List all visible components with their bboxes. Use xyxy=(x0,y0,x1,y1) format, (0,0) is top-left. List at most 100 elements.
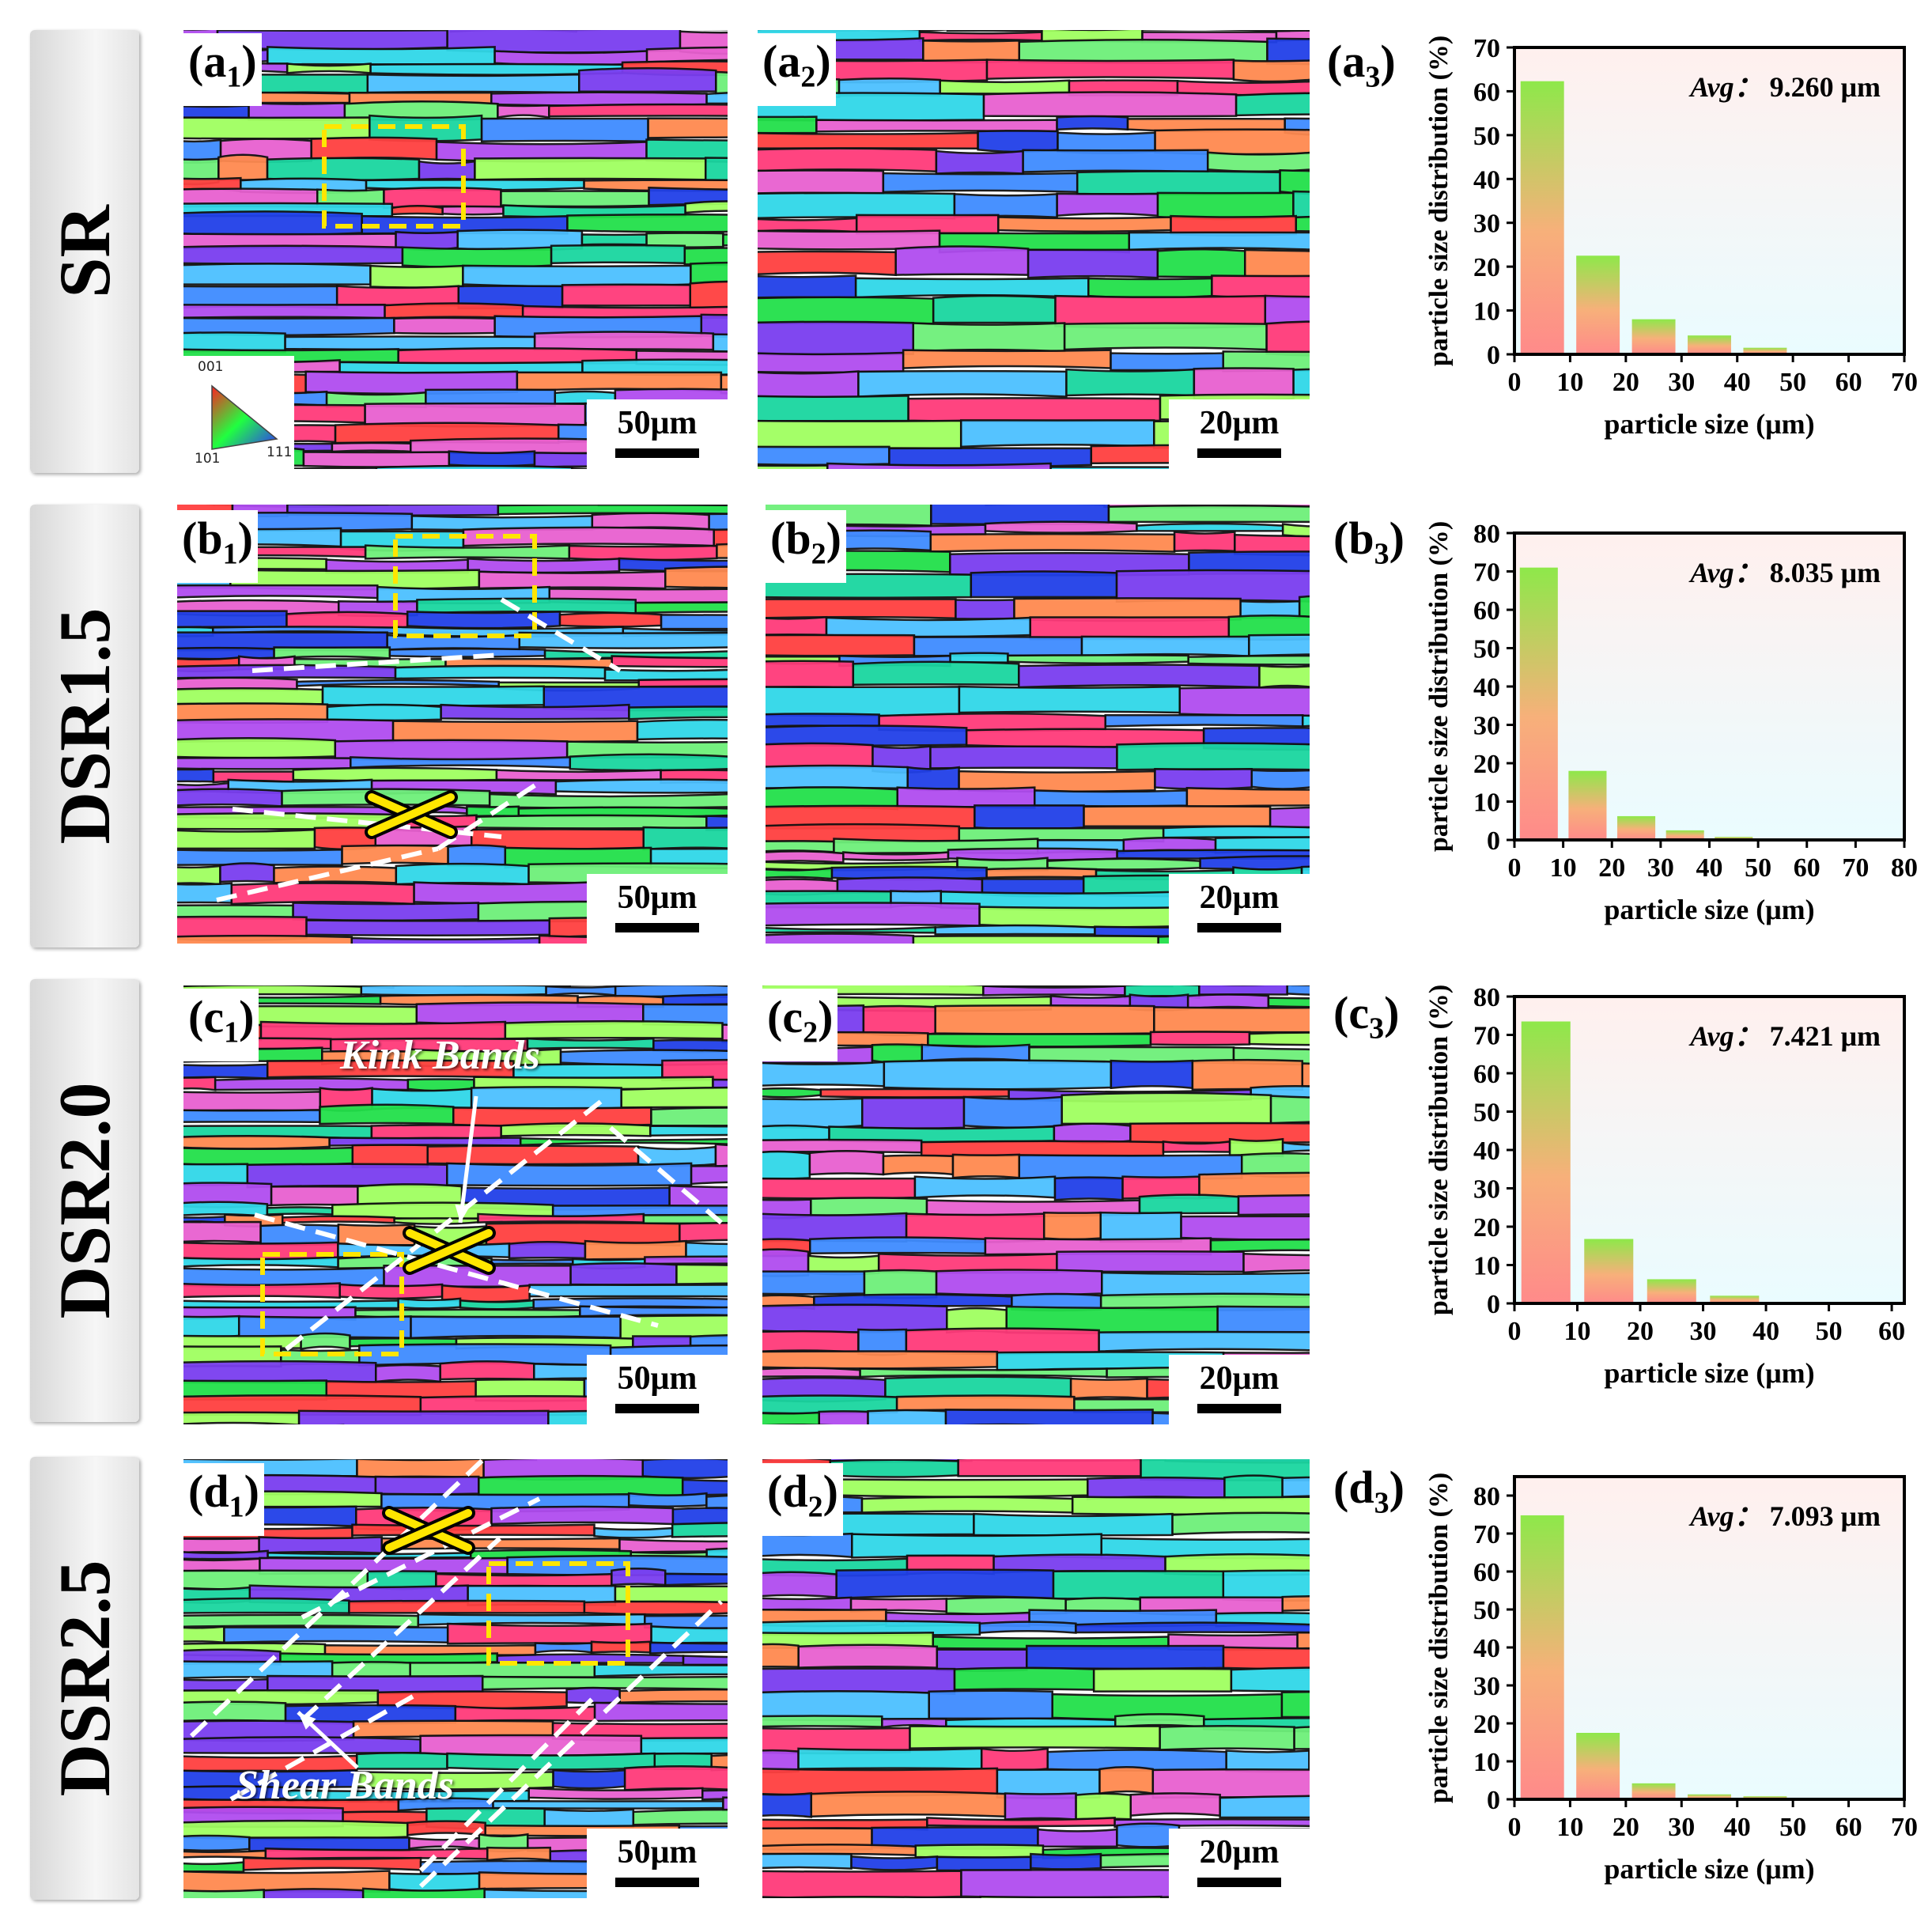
x-tick-label: 40 xyxy=(1724,1813,1751,1842)
panel-label-d3: (d3) xyxy=(1329,1459,1409,1532)
y-tick-label: 40 xyxy=(1473,1137,1500,1166)
scale-bar-c2: 20μm xyxy=(1169,1355,1310,1424)
x-tick-label: 30 xyxy=(1690,1317,1717,1346)
x-tick-label: 50 xyxy=(1779,368,1806,397)
legend-101: 101 xyxy=(195,451,221,467)
panel-label-a3: (a3) xyxy=(1322,33,1401,106)
histogram-bar xyxy=(1688,1794,1731,1799)
size-distribution-chart-dsr2-0: 0 10 20 30 40 50 60 0 10 20 30 40 50 60 70 80 particle s… xyxy=(1416,979,1922,1406)
histogram-bar xyxy=(1743,347,1787,354)
y-tick-label: 40 xyxy=(1473,165,1500,195)
histogram-bar xyxy=(1521,1021,1571,1303)
y-tick-label: 40 xyxy=(1473,673,1500,702)
histogram-bar xyxy=(1631,1783,1676,1799)
y-tick-label: 10 xyxy=(1473,1252,1500,1281)
histogram-bar xyxy=(1576,255,1620,354)
legend-001: 001 xyxy=(198,359,224,375)
average-size-label: Avg： 7.421 μm xyxy=(1688,1020,1881,1052)
y-tick-label: 50 xyxy=(1473,122,1500,151)
x-tick-label: 30 xyxy=(1668,368,1695,397)
histogram-bar xyxy=(1647,1279,1696,1303)
y-tick-label: 50 xyxy=(1473,635,1500,664)
histogram-bar xyxy=(1520,81,1564,355)
x-tick-label: 60 xyxy=(1836,1813,1862,1842)
y-tick-label: 80 xyxy=(1473,983,1500,1012)
panel-label-b1: (b1) xyxy=(177,510,258,583)
panel-label-b3: (b3) xyxy=(1329,510,1409,583)
ebsd-map-dsr2-0 xyxy=(183,985,728,1424)
panel-label-c1: (c1) xyxy=(183,989,259,1061)
y-tick-label: 0 xyxy=(1487,826,1500,856)
x-tick-label: 70 xyxy=(1891,1813,1918,1842)
x-tick-label: 10 xyxy=(1556,1813,1583,1842)
x-tick-label: 20 xyxy=(1598,853,1625,883)
histogram-bar xyxy=(1710,1295,1760,1303)
x-axis-label: particle size (μm) xyxy=(1604,1357,1814,1389)
y-axis-label: particle size distribution (%) xyxy=(1424,985,1454,1315)
ebsd-map-dsr2-5 xyxy=(183,1459,728,1898)
y-tick-label: 10 xyxy=(1473,1748,1500,1777)
average-size-label: Avg： 7.093 μm xyxy=(1688,1500,1881,1532)
y-tick-label: 70 xyxy=(1473,558,1500,588)
x-tick-label: 40 xyxy=(1724,368,1751,397)
scale-bar-d1: 50μm xyxy=(587,1829,728,1898)
histogram-bar xyxy=(1584,1239,1634,1303)
y-tick-label: 0 xyxy=(1487,1290,1500,1319)
size-distribution-chart-dsr2-5: 0 10 20 30 40 50 60 70 0 10 20 30 40 50 60 70 80 particle… xyxy=(1416,1459,1922,1902)
average-size-label: Avg： 9.260 μm xyxy=(1688,71,1881,103)
x-tick-label: 70 xyxy=(1891,368,1918,397)
x-tick-label: 10 xyxy=(1556,368,1583,397)
y-tick-label: 10 xyxy=(1473,789,1500,818)
row-label-dsr2-5: DSR2.5 xyxy=(30,1457,139,1900)
x-tick-label: 20 xyxy=(1613,368,1639,397)
legend-111: 111 xyxy=(267,444,293,460)
x-tick-label: 70 xyxy=(1842,853,1869,883)
y-tick-label: 30 xyxy=(1473,1175,1500,1205)
x-tick-label: 40 xyxy=(1696,853,1723,883)
y-tick-label: 70 xyxy=(1473,1520,1500,1549)
y-axis-label: particle size distribution (%) xyxy=(1424,1473,1454,1803)
size-distribution-chart-sr: 0 10 20 30 40 50 60 70 0 10 20 30 40 50 60 70 particle s… xyxy=(1416,30,1922,457)
panel-label-c3: (c3) xyxy=(1329,985,1405,1057)
y-tick-label: 60 xyxy=(1473,1558,1500,1587)
x-tick-label: 50 xyxy=(1816,1317,1843,1346)
x-tick-label: 80 xyxy=(1891,853,1918,883)
scale-bar-a2: 20μm xyxy=(1169,399,1310,469)
x-tick-label: 10 xyxy=(1550,853,1577,883)
y-tick-label: 10 xyxy=(1473,297,1500,327)
histogram-bar xyxy=(1631,319,1676,354)
histogram-bar xyxy=(1576,1733,1620,1799)
x-tick-label: 0 xyxy=(1508,853,1522,883)
row-label-dsr1-5: DSR1.5 xyxy=(30,505,139,947)
y-axis-label: particle size distribution (%) xyxy=(1424,36,1454,366)
y-tick-label: 0 xyxy=(1487,1786,1500,1815)
y-axis-label: particle size distribution (%) xyxy=(1424,521,1454,852)
y-tick-label: 50 xyxy=(1473,1596,1500,1625)
y-tick-label: 70 xyxy=(1473,1022,1500,1051)
x-tick-label: 0 xyxy=(1508,1813,1522,1842)
y-tick-label: 20 xyxy=(1473,1710,1500,1739)
y-tick-label: 60 xyxy=(1473,78,1500,107)
y-tick-label: 0 xyxy=(1487,341,1500,370)
annotation-shear-bands: Shear Bands xyxy=(236,1763,454,1808)
x-tick-label: 60 xyxy=(1878,1317,1905,1346)
x-tick-label: 30 xyxy=(1647,853,1674,883)
y-tick-label: 30 xyxy=(1473,1672,1500,1701)
y-tick-label: 30 xyxy=(1473,210,1500,239)
panel-label-d2: (d2) xyxy=(762,1463,843,1536)
x-tick-label: 40 xyxy=(1752,1317,1779,1346)
histogram-bar xyxy=(1688,335,1731,354)
ipf-color-legend: 001 101 111 xyxy=(183,356,294,469)
x-tick-label: 10 xyxy=(1564,1317,1591,1346)
scale-bar-b2: 20μm xyxy=(1169,874,1310,944)
panel-label-d1: (d1) xyxy=(183,1463,264,1536)
y-tick-label: 80 xyxy=(1473,1482,1500,1511)
panel-label-b2: (b2) xyxy=(766,510,846,583)
x-tick-label: 60 xyxy=(1794,853,1820,883)
panel-label-c2: (c2) xyxy=(762,989,838,1061)
x-tick-label: 30 xyxy=(1668,1813,1695,1842)
x-axis-label: particle size (μm) xyxy=(1604,1853,1814,1885)
scale-bar-a1: 50μm xyxy=(587,399,728,469)
scale-bar-d2: 20μm xyxy=(1169,1829,1310,1898)
x-tick-label: 50 xyxy=(1779,1813,1806,1842)
